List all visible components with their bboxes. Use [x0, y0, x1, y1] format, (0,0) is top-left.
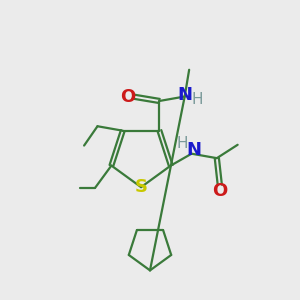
Text: N: N: [178, 86, 193, 104]
Text: H: H: [191, 92, 203, 107]
Text: H: H: [177, 136, 188, 151]
Text: O: O: [212, 182, 227, 200]
Text: S: S: [135, 178, 148, 196]
Text: O: O: [120, 88, 135, 106]
Text: N: N: [186, 141, 201, 159]
